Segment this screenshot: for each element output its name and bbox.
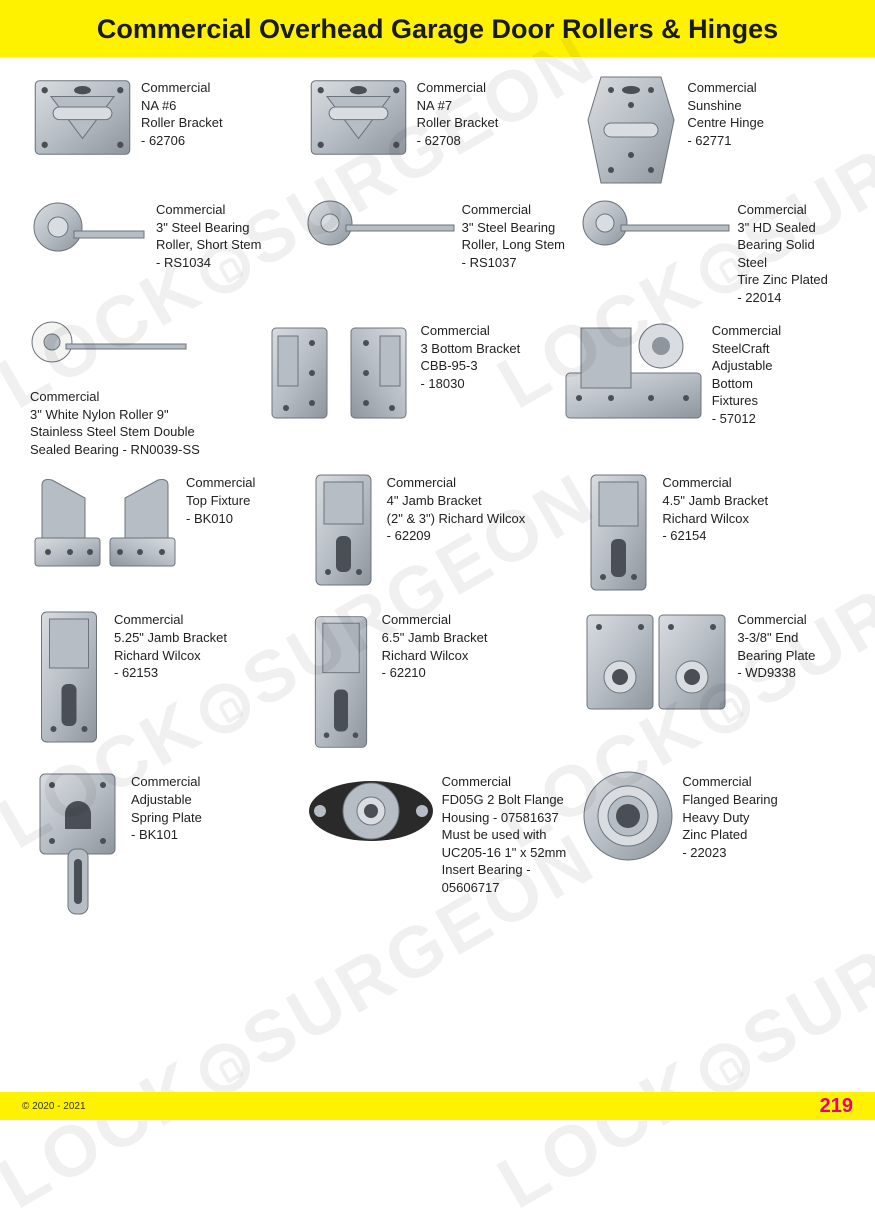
catalog-row: Commercial3" Steel BearingRoller, Short … — [30, 197, 845, 306]
product-cell: CommercialAdjustableSpring Plate- BK101 — [30, 769, 294, 919]
product-cell: Commercial3 Bottom BracketCBB-95-3- 1803… — [264, 318, 548, 428]
product-cell: Commercial6.5" Jamb BracketRichard Wilco… — [306, 607, 570, 757]
product-image — [30, 470, 180, 570]
product-image — [581, 75, 681, 185]
catalog-row: Commercial3" White Nylon Roller 9"Stainl… — [30, 318, 845, 458]
product-desc: Commercial3" White Nylon Roller 9"Stainl… — [30, 384, 200, 458]
product-cell: Commercial3" HD SealedBearing Solid Stee… — [581, 197, 845, 306]
product-cell: Commercial3" Steel BearingRoller, Short … — [30, 197, 294, 271]
product-desc: Commercial4.5" Jamb BracketRichard Wilco… — [662, 470, 768, 544]
product-image — [581, 197, 731, 262]
product-cell: CommercialNA #7Roller Bracket- 62708 — [306, 75, 570, 160]
product-desc: Commercial4" Jamb Bracket(2" & 3") Richa… — [387, 470, 526, 544]
product-desc: Commercial3" Steel BearingRoller, Short … — [156, 197, 262, 271]
product-cell: Commercial3" Steel BearingRoller, Long S… — [306, 197, 570, 271]
product-image — [581, 769, 676, 864]
product-cell: Commercial4.5" Jamb BracketRichard Wilco… — [581, 470, 845, 595]
product-image — [306, 470, 381, 590]
product-image — [30, 769, 125, 919]
product-cell: CommercialFlanged BearingHeavy DutyZinc … — [581, 769, 845, 864]
product-image — [30, 318, 190, 378]
product-desc: Commercial5.25" Jamb BracketRichard Wilc… — [114, 607, 227, 681]
product-cell: CommercialNA #6Roller Bracket- 62706 — [30, 75, 294, 160]
catalog-row: CommercialTop Fixture- BK010 Commercial4… — [30, 470, 845, 595]
product-desc: Commercial3-3/8" EndBearing Plate- WD933… — [737, 607, 815, 681]
product-image — [581, 470, 656, 595]
catalog-row: CommercialNA #6Roller Bracket- 62706 Com… — [30, 75, 845, 185]
product-image — [306, 607, 376, 757]
product-desc: CommercialNA #7Roller Bracket- 62708 — [417, 75, 499, 149]
product-image — [30, 197, 150, 267]
product-image — [264, 318, 414, 428]
page-title: Commercial Overhead Garage Door Rollers … — [20, 14, 855, 45]
product-cell: CommercialTop Fixture- BK010 — [30, 470, 294, 570]
page-number: 219 — [820, 1095, 853, 1118]
product-desc: CommercialAdjustableSpring Plate- BK101 — [131, 769, 202, 843]
copyright-text: © 2020 - 2021 — [22, 1101, 86, 1112]
product-cell: CommercialSteelCraftAdjustableBottomFixt… — [561, 318, 845, 427]
product-desc: Commercial3" Steel BearingRoller, Long S… — [462, 197, 565, 271]
product-desc: CommercialFlanged BearingHeavy DutyZinc … — [682, 769, 777, 861]
catalog-row: CommercialAdjustableSpring Plate- BK101 … — [30, 769, 845, 919]
product-cell: Commercial3-3/8" EndBearing Plate- WD933… — [581, 607, 845, 717]
product-desc: CommercialTop Fixture- BK010 — [186, 470, 255, 527]
product-desc: Commercial6.5" Jamb BracketRichard Wilco… — [382, 607, 488, 681]
product-image — [306, 75, 411, 160]
product-cell: CommercialSunshineCentre Hinge- 62771 — [581, 75, 845, 185]
product-cell: CommercialFD05G 2 Bolt FlangeHousing - 0… — [306, 769, 570, 896]
page-header: Commercial Overhead Garage Door Rollers … — [0, 0, 875, 57]
product-desc: CommercialSunshineCentre Hinge- 62771 — [687, 75, 764, 149]
product-image — [30, 607, 108, 747]
product-cell: Commercial3" White Nylon Roller 9"Stainl… — [30, 318, 252, 458]
product-desc: Commercial3" HD SealedBearing Solid Stee… — [737, 197, 845, 306]
product-desc: CommercialSteelCraftAdjustableBottomFixt… — [712, 318, 781, 427]
catalog-grid: CommercialNA #6Roller Bracket- 62706 Com… — [0, 57, 875, 929]
product-desc: CommercialNA #6Roller Bracket- 62706 — [141, 75, 223, 149]
product-image — [30, 75, 135, 160]
product-desc: CommercialFD05G 2 Bolt FlangeHousing - 0… — [442, 769, 570, 896]
product-cell: Commercial4" Jamb Bracket(2" & 3") Richa… — [306, 470, 570, 590]
product-cell: Commercial5.25" Jamb BracketRichard Wilc… — [30, 607, 294, 747]
page-footer: © 2020 - 2021 219 — [0, 1092, 875, 1120]
product-image — [581, 607, 731, 717]
product-desc: Commercial3 Bottom BracketCBB-95-3- 1803… — [420, 318, 520, 392]
catalog-row: Commercial5.25" Jamb BracketRichard Wilc… — [30, 607, 845, 757]
product-image — [306, 769, 436, 854]
product-image — [306, 197, 456, 262]
product-image — [561, 318, 706, 423]
